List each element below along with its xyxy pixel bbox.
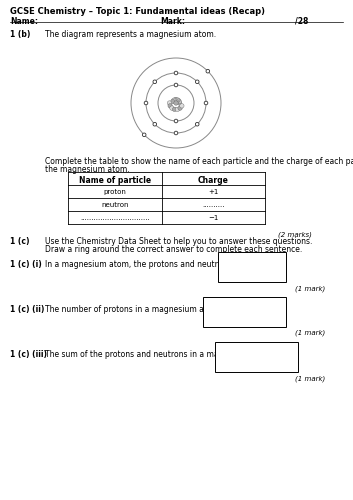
- Text: (1 mark): (1 mark): [295, 285, 325, 292]
- Text: 1 (c) (i): 1 (c) (i): [10, 260, 42, 269]
- Text: +1: +1: [208, 189, 219, 195]
- Circle shape: [173, 98, 178, 102]
- Text: 1 (c) (ii): 1 (c) (ii): [10, 305, 44, 314]
- Text: Name of particle: Name of particle: [79, 176, 151, 185]
- Text: In a magnesium atom, the protons and neutrons are in the: In a magnesium atom, the protons and neu…: [45, 260, 271, 269]
- Circle shape: [172, 98, 176, 102]
- Text: mass number.: mass number.: [206, 310, 255, 316]
- Circle shape: [175, 107, 180, 112]
- Text: Charge: Charge: [198, 176, 229, 185]
- Circle shape: [153, 80, 157, 84]
- Text: atomic number.: atomic number.: [218, 345, 273, 351]
- Circle shape: [170, 100, 175, 103]
- Text: 1 (c): 1 (c): [10, 237, 30, 246]
- Text: (2 marks): (2 marks): [278, 232, 312, 238]
- Text: mass number.: mass number.: [218, 355, 267, 361]
- Circle shape: [153, 122, 157, 126]
- Circle shape: [174, 119, 178, 123]
- Text: (1 mark): (1 mark): [295, 330, 325, 336]
- Circle shape: [167, 101, 172, 105]
- Bar: [218, 252, 286, 282]
- Text: nucleus.: nucleus.: [221, 265, 251, 271]
- Text: −1: −1: [208, 215, 219, 221]
- Text: (1 mark): (1 mark): [295, 375, 325, 382]
- Circle shape: [180, 104, 184, 108]
- Text: shell.: shell.: [221, 275, 240, 281]
- Circle shape: [174, 83, 178, 87]
- Circle shape: [174, 131, 178, 135]
- Text: /28: /28: [295, 17, 309, 26]
- Circle shape: [170, 106, 174, 110]
- Circle shape: [174, 71, 178, 75]
- Text: The sum of the protons and neutrons in a magnesium atom is the: The sum of the protons and neutrons in a…: [45, 350, 297, 359]
- Text: Complete the table to show the name of each particle and the charge of each part: Complete the table to show the name of e…: [45, 157, 353, 166]
- Circle shape: [178, 106, 182, 110]
- Text: 1 (c) (iii): 1 (c) (iii): [10, 350, 47, 359]
- Text: ...............................: ...............................: [80, 215, 150, 221]
- Text: The diagram represents a magnesium atom.: The diagram represents a magnesium atom.: [45, 30, 216, 39]
- Circle shape: [144, 101, 148, 105]
- Text: ..........: ..........: [202, 202, 225, 208]
- Circle shape: [204, 101, 208, 105]
- Text: Name:: Name:: [10, 17, 38, 26]
- Circle shape: [176, 98, 180, 102]
- Circle shape: [206, 70, 210, 73]
- Text: group number.: group number.: [206, 320, 257, 326]
- Bar: [203, 297, 286, 327]
- Circle shape: [177, 101, 182, 105]
- Text: 1 (b): 1 (b): [10, 30, 30, 39]
- Bar: [215, 342, 298, 372]
- Text: Draw a ring around the correct answer to complete each sentence.: Draw a ring around the correct answer to…: [45, 245, 302, 254]
- Text: The number of protons in a magnesium atom is the: The number of protons in a magnesium ato…: [45, 305, 243, 314]
- Text: neutron: neutron: [101, 202, 129, 208]
- Circle shape: [177, 100, 181, 103]
- Text: atomic number.: atomic number.: [206, 300, 261, 306]
- Circle shape: [168, 104, 172, 108]
- Text: GCSE Chemistry – Topic 1: Fundamental ideas (Recap): GCSE Chemistry – Topic 1: Fundamental id…: [10, 7, 265, 16]
- Circle shape: [174, 101, 178, 105]
- Circle shape: [196, 122, 199, 126]
- Text: Use the Chemistry Data Sheet to help you to answer these questions.: Use the Chemistry Data Sheet to help you…: [45, 237, 312, 246]
- Circle shape: [142, 133, 146, 136]
- Text: the magnesium atom.: the magnesium atom.: [45, 165, 130, 174]
- Text: Mark:: Mark:: [160, 17, 185, 26]
- Text: group number.: group number.: [218, 365, 269, 371]
- Circle shape: [172, 107, 177, 112]
- Circle shape: [196, 80, 199, 84]
- Text: core.: core.: [221, 255, 238, 261]
- Text: proton: proton: [103, 189, 126, 195]
- Circle shape: [175, 98, 179, 102]
